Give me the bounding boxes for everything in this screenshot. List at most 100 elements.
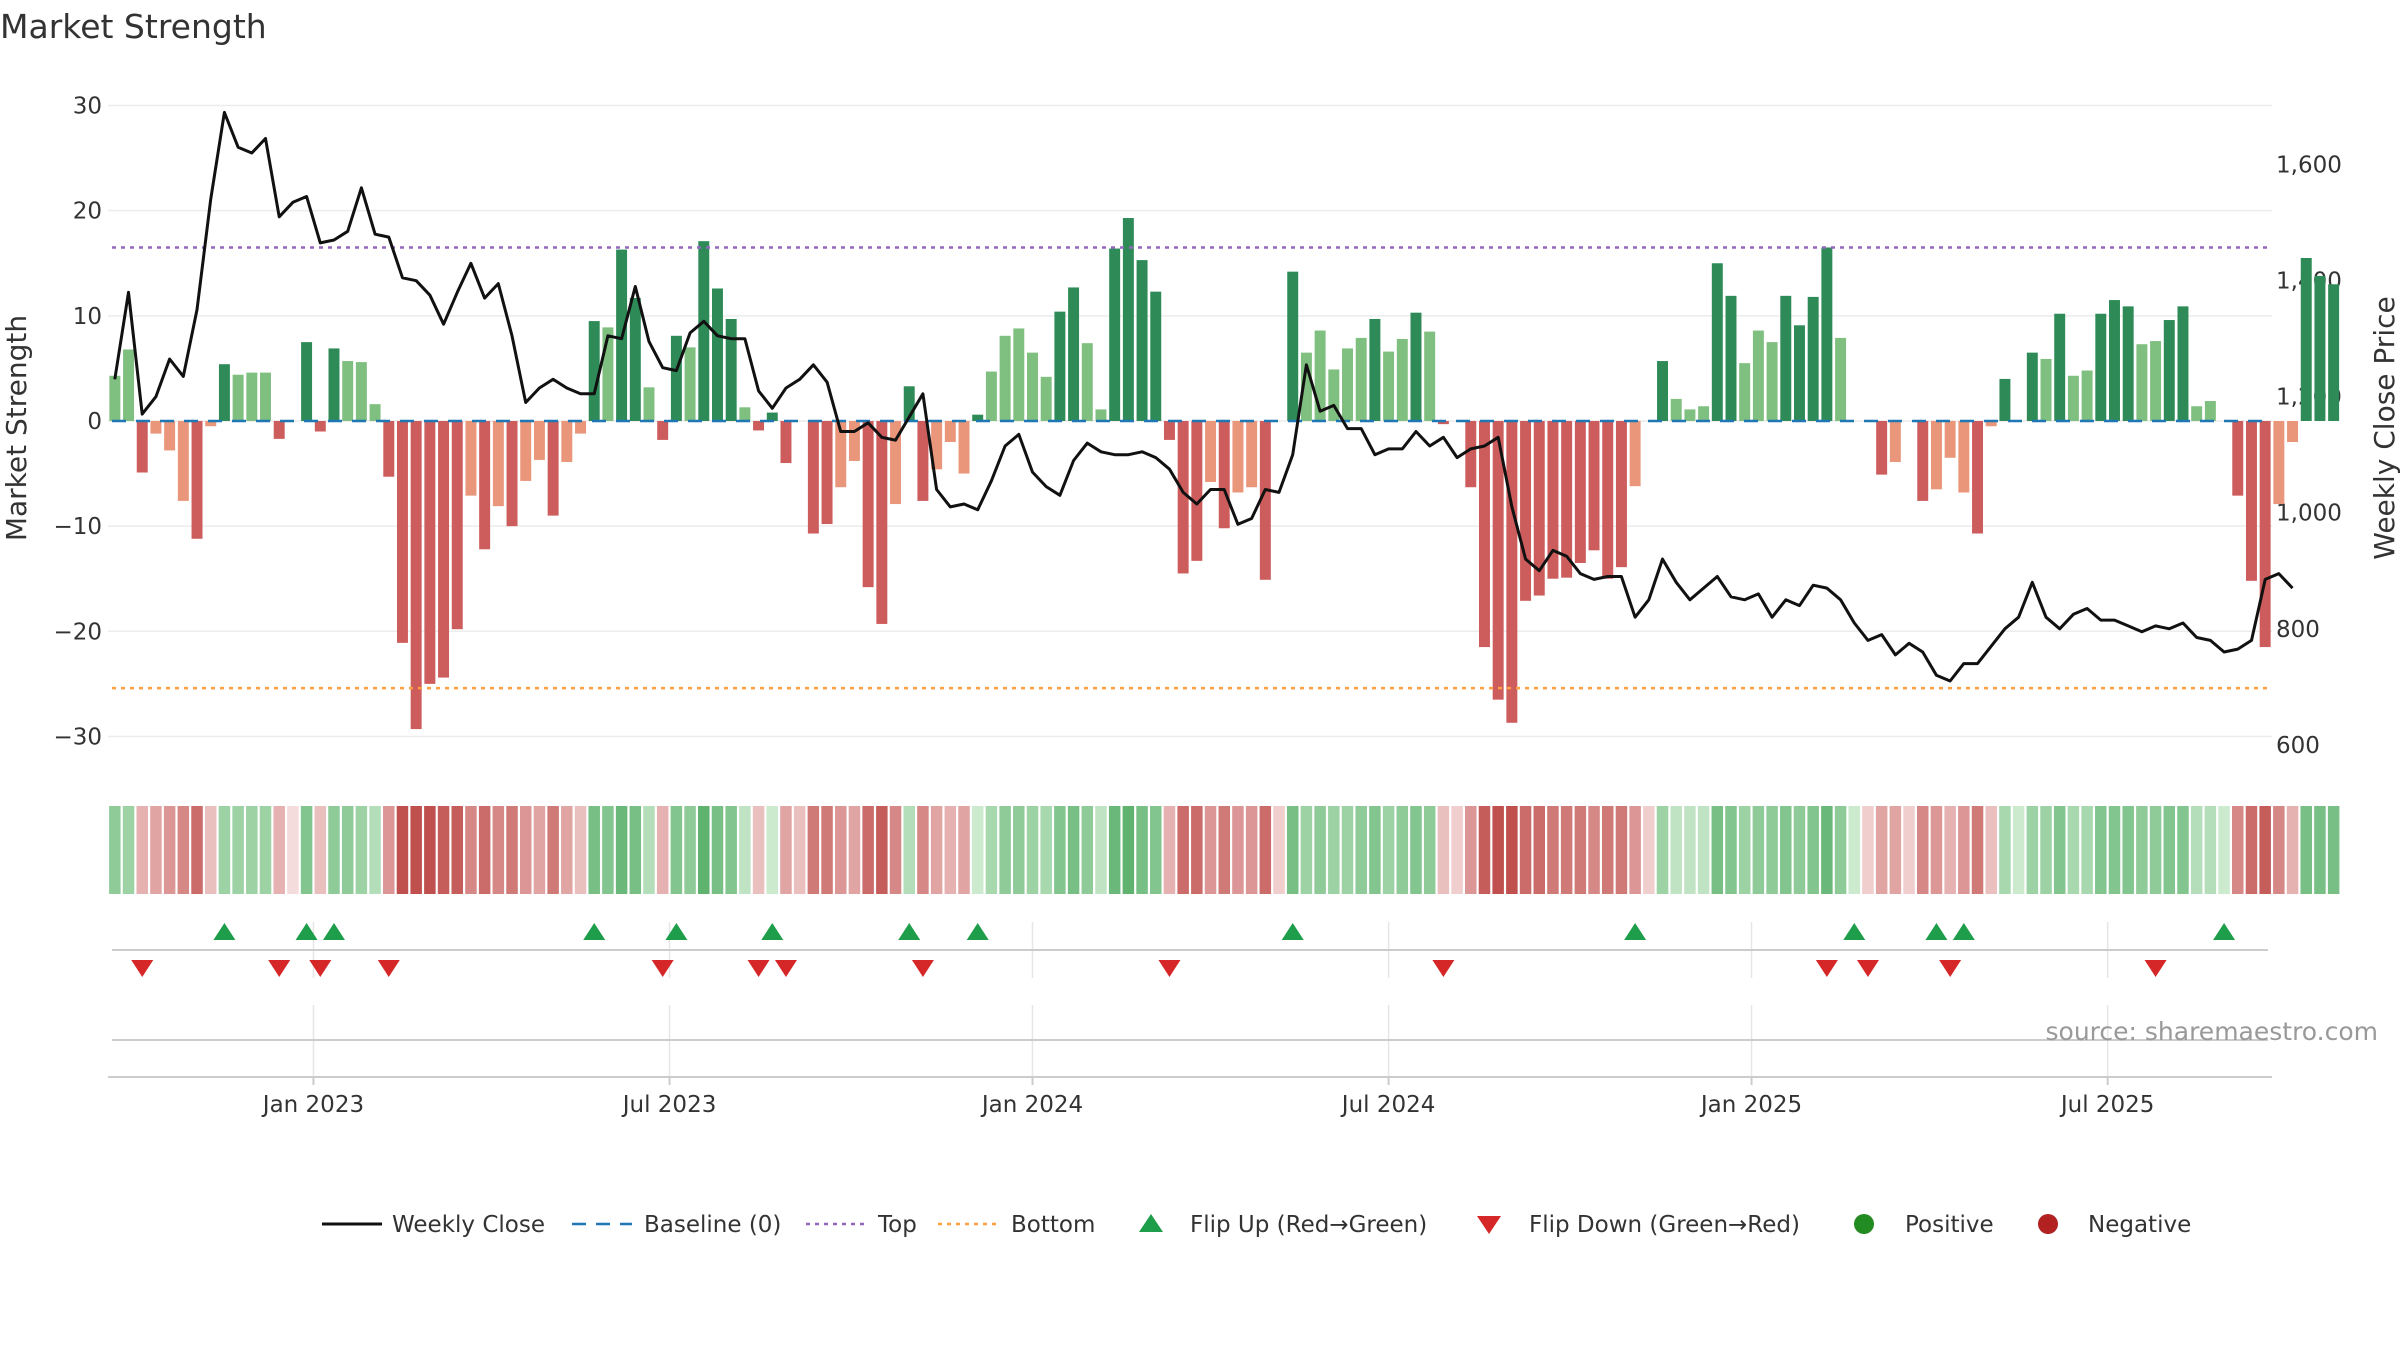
y-tick-left-label: 10 — [73, 304, 102, 330]
legend-baseline-label: Baseline (0) — [644, 1212, 781, 1238]
strength-bar — [205, 420, 217, 427]
heat-cell — [2163, 806, 2176, 894]
bottom-axis-panel: Jan 2023 Jul 2023 Jan 2024 Jul 2024 Jan 2025… — [108, 1005, 2378, 1118]
strength-bar — [766, 412, 778, 421]
y-tick-left-label: 30 — [73, 94, 102, 120]
strength-bars — [109, 218, 2340, 730]
strength-bar — [2287, 420, 2299, 443]
flip-down-marker — [747, 960, 770, 977]
strength-bar — [1191, 420, 1203, 561]
flip-down-marker — [911, 960, 934, 977]
heat-cell — [383, 806, 395, 894]
heat-cell — [136, 806, 148, 894]
strength-bar — [396, 420, 408, 643]
heat-cell — [1067, 806, 1080, 894]
heat-cell — [1040, 806, 1052, 894]
strength-bar — [2300, 257, 2312, 421]
strength-bar — [1040, 376, 1052, 421]
strength-bar — [2191, 406, 2203, 421]
strength-bar — [479, 420, 491, 550]
strength-bar — [1342, 348, 1353, 421]
flip-down-marker — [1856, 960, 1879, 977]
y-axis-left-title: Market Strength — [0, 315, 33, 541]
heat-cell — [1547, 806, 1559, 894]
strength-bar — [355, 362, 367, 421]
flip-down-marker — [377, 960, 400, 977]
heat-cell — [588, 806, 600, 894]
heat-cell — [122, 806, 135, 894]
x-tick-label: Jan 2024 — [980, 1092, 1083, 1118]
strength-bar — [1027, 352, 1038, 421]
x-tick-label: Jul 2025 — [2059, 1092, 2155, 1118]
strength-bar — [410, 420, 422, 730]
heat-cell — [821, 806, 833, 894]
strength-bar — [191, 420, 203, 539]
heat-cell — [1506, 806, 1518, 894]
left-axis-ticks: 30 20 10 0 −10 −20 −30 — [53, 94, 102, 751]
heat-cell — [287, 806, 299, 894]
strength-bar — [1287, 271, 1299, 421]
heat-cell — [876, 806, 888, 894]
strength-bar — [1615, 420, 1627, 568]
legend-negative-label: Negative — [2088, 1212, 2191, 1238]
heat-cell — [1191, 806, 1203, 894]
strength-bar — [314, 420, 326, 432]
heat-cell — [1382, 806, 1395, 894]
strength-bar — [1657, 361, 1668, 421]
strength-bar — [1999, 378, 2011, 421]
strength-bar — [588, 321, 600, 421]
heat-cell — [1738, 806, 1751, 894]
heat-cell — [2273, 806, 2285, 894]
heat-cell — [1204, 806, 1217, 894]
heat-cell — [1245, 806, 1258, 894]
heat-cell — [547, 806, 559, 894]
strength-bar — [2328, 284, 2340, 421]
heat-cell — [643, 806, 655, 894]
heat-cell — [300, 806, 313, 894]
strength-bar — [2314, 275, 2326, 421]
strength-bar — [1739, 363, 1751, 421]
strength-bar — [999, 335, 1011, 421]
legend-flip-down-label: Flip Down (Green→Red) — [1529, 1212, 1800, 1238]
x-tick-label: Jul 2024 — [1340, 1092, 1436, 1118]
y-axis-right-title: Weekly Close Price — [2368, 296, 2400, 559]
strength-bar — [1054, 311, 1066, 421]
flip-up-marker — [322, 923, 345, 940]
strength-bar — [1205, 420, 1217, 482]
flip-markers — [131, 923, 2236, 977]
heat-cell — [2136, 806, 2148, 894]
heat-cell — [1136, 806, 1148, 894]
heat-cell — [369, 806, 381, 894]
strength-bar — [958, 420, 970, 474]
flip-up-marker — [761, 923, 784, 940]
strength-bar — [1478, 420, 1490, 648]
heat-cell — [2108, 806, 2121, 894]
strength-bar — [328, 348, 340, 421]
strength-bar — [520, 420, 532, 481]
legend-flip-up-label: Flip Up (Red→Green) — [1190, 1212, 1427, 1238]
strength-bar — [1972, 420, 1984, 534]
strength-bar — [712, 288, 723, 421]
heat-cell — [478, 806, 491, 894]
strength-bar — [1520, 420, 1532, 601]
heat-cell — [711, 806, 724, 894]
flip-down-marker — [131, 960, 154, 977]
heat-cell — [1437, 806, 1450, 894]
flip-up-marker — [966, 923, 989, 940]
flip-panel — [112, 922, 2268, 978]
strength-bar — [2122, 306, 2134, 421]
strength-bar — [1109, 248, 1121, 421]
flip-down-marker — [268, 960, 291, 977]
heat-cell — [2259, 806, 2271, 894]
strength-bar — [533, 420, 545, 460]
strength-bar — [2273, 420, 2285, 505]
strength-bar — [670, 335, 682, 421]
strength-bar — [698, 241, 710, 421]
heat-cell — [1697, 806, 1710, 894]
strength-bar — [903, 386, 915, 421]
heat-cell — [246, 806, 258, 894]
flip-down-marker — [1158, 960, 1181, 977]
heat-cell — [1985, 806, 1997, 894]
